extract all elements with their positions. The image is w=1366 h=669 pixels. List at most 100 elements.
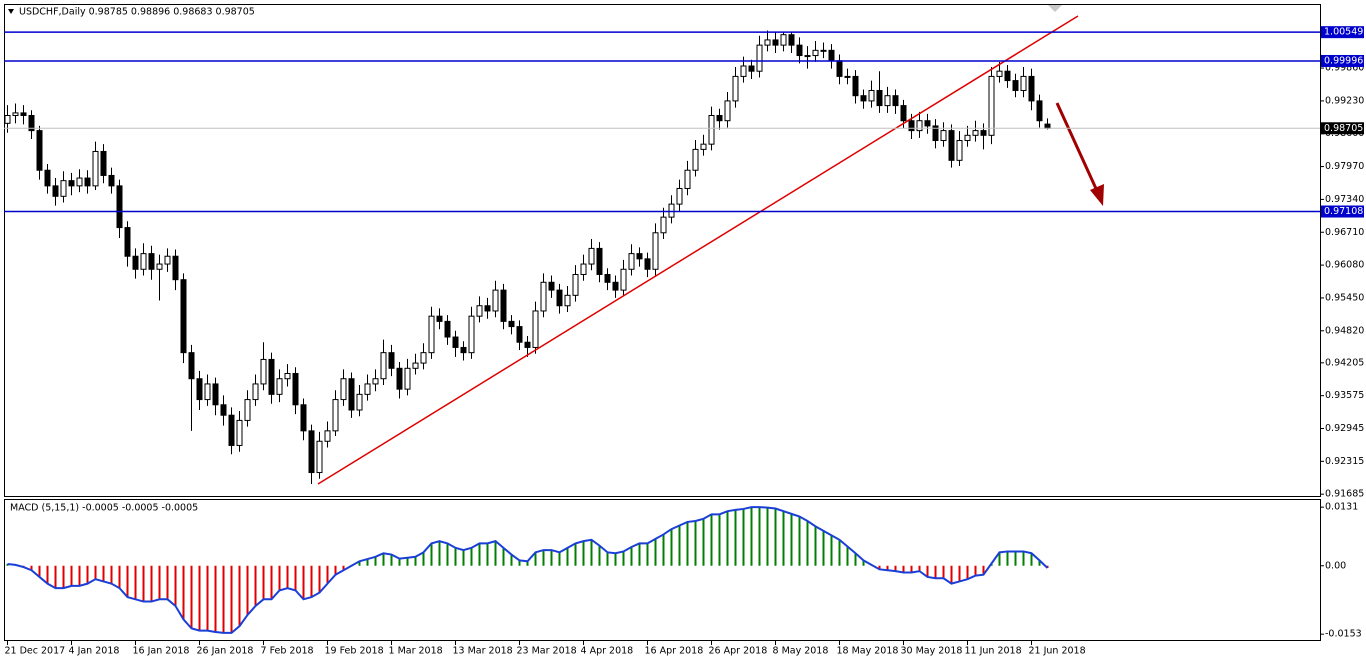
x-tick-label: 19 Feb 2018 [325,646,384,657]
candle-body [884,95,891,107]
candle-body [388,352,395,369]
candle-body [156,263,163,270]
candle-body [244,399,251,421]
candle-body [348,378,355,411]
candle-body [948,130,955,161]
candle-body [268,358,275,395]
x-tick-label: 16 Apr 2018 [645,646,704,657]
candle-body [868,89,875,102]
candle-body [980,130,987,136]
candle-body [844,75,851,78]
candle-body [532,310,539,348]
candle-body [316,440,323,474]
level-label: 1.00549 [1324,27,1363,38]
candle-body [476,305,483,317]
y-tick-label: 0.99860 [1325,63,1364,74]
candle-body [444,320,451,338]
candle-body [860,95,867,102]
candle-body [100,150,107,176]
candle-body [1036,100,1043,122]
y-tick-label: 0.94205 [1325,357,1364,368]
y-tick-label: 0.91685 [1325,489,1364,500]
level-label-box [1321,205,1364,218]
candle-body [516,326,523,343]
candle-body [28,115,35,132]
candle-body [740,65,747,77]
x-tick-label: 8 May 2018 [773,646,829,657]
candle-body [20,112,27,117]
candle-body [564,294,571,307]
candle-body [612,281,619,291]
candle-body [820,49,827,52]
last-price-box [1321,122,1364,135]
last-price-label: 0.98705 [1324,123,1363,134]
level-label-box [1321,26,1364,39]
candle-body [684,169,691,189]
candle-body [548,281,555,291]
candle-body [148,253,155,270]
x-tick-label: 1 Mar 2018 [389,646,443,657]
candle-body [836,60,843,77]
y-tick-label: 0.92945 [1325,423,1364,434]
candle-body [468,315,475,354]
candle-body [252,383,259,401]
candle-body [196,378,203,401]
candle-body [44,169,51,187]
candle-body [748,65,755,72]
candle-body [676,187,683,205]
candle-body [180,279,187,354]
candle-body [324,430,331,442]
candle-body [436,315,443,322]
candle-body [524,341,531,348]
y-tick-label: 0.96080 [1325,260,1364,271]
candle-body [828,49,835,62]
candle-body [996,70,1003,77]
candle-body [292,373,299,406]
candle-body [636,253,643,260]
candle-body [428,315,435,354]
candle-body [364,383,371,395]
y-tick-label: 0.99230 [1325,95,1364,106]
x-tick-label: 30 May 2018 [901,646,963,657]
candle-body [372,378,379,385]
candle-body [84,177,91,187]
candle-body [508,320,515,328]
x-tick-label: 21 Dec 2017 [5,646,66,657]
candle-body [52,185,59,197]
candle-body [116,185,123,229]
candle-body [236,419,243,446]
forecast-arrow [1055,102,1104,206]
x-tick-label: 13 Mar 2018 [453,646,513,657]
x-tick-label: 16 Jan 2018 [133,646,190,657]
candle-body [652,232,659,270]
x-tick-label: 26 Jan 2018 [197,646,254,657]
candle-body [260,358,267,385]
candle-body [668,203,675,218]
shift-marker [1048,5,1062,12]
candle-body [956,140,963,161]
level-label: 0.97108 [1324,206,1363,217]
candle-body [556,289,563,307]
candle-body [140,253,147,270]
candle-body [660,216,667,234]
candle-body [492,289,499,312]
y-tick-label: 0.97970 [1325,161,1364,172]
candle-body [876,89,883,107]
candle-body [420,352,427,364]
candle-body [284,373,291,380]
candle-body [908,120,915,132]
candle-body [396,367,403,390]
candle-body [940,130,947,142]
candle-body [692,148,699,171]
candle-body [628,253,635,270]
candle-body [580,263,587,275]
candle-body [588,247,595,265]
y-tick-label: 0.94820 [1325,325,1364,336]
candle-body [60,180,67,197]
candle-body [4,115,11,124]
candle-body [92,150,99,187]
candle-body [716,115,723,122]
